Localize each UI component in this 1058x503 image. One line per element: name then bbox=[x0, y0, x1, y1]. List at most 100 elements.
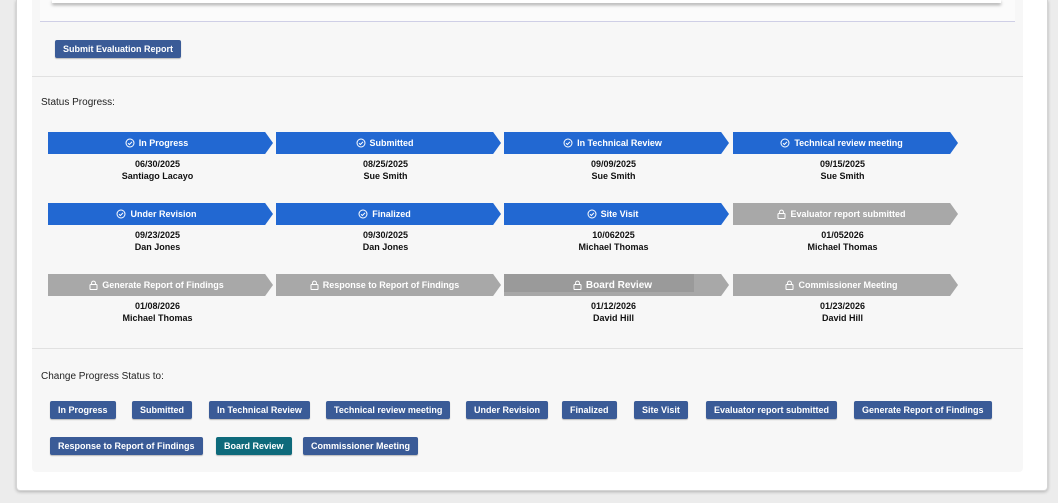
step-commissioner-meeting: Commissioner Meeting 01/23/2026 David Hi… bbox=[733, 274, 958, 324]
step-board-review: Board Review 01/12/2026 David Hill bbox=[504, 274, 729, 324]
status-button-in-technical-review[interactable]: In Technical Review bbox=[209, 401, 310, 419]
step-site-visit: Site Visit 10/062025 Michael Thomas bbox=[504, 203, 729, 253]
step-person: Michael Thomas bbox=[807, 242, 878, 252]
status-button-under-revision[interactable]: Under Revision bbox=[466, 401, 549, 419]
step-submitted: Submitted 08/25/2025 Sue Smith bbox=[276, 132, 501, 182]
step-chevron: Commissioner Meeting bbox=[733, 274, 958, 296]
step-meta: 09/15/2025 Sue Smith bbox=[733, 158, 958, 182]
step-chevron: Board Review bbox=[504, 274, 729, 296]
status-button-technical-review-meeting[interactable]: Technical review meeting bbox=[326, 401, 451, 419]
step-person: Michael Thomas bbox=[578, 242, 649, 252]
lock-icon bbox=[777, 209, 786, 219]
step-person: Dan Jones bbox=[362, 242, 409, 252]
check-circle-icon bbox=[116, 209, 126, 219]
status-button-evaluator-report-submitted[interactable]: Evaluator report submitted bbox=[706, 401, 838, 419]
status-button-board-review[interactable]: Board Review bbox=[216, 437, 292, 455]
lock-icon bbox=[310, 280, 319, 290]
step-in-technical-review: In Technical Review 09/09/2025 Sue Smith bbox=[504, 132, 729, 182]
step-date: 10/062025 bbox=[592, 230, 635, 240]
step-person: Sue Smith bbox=[363, 171, 408, 181]
step-technical-review-meeting: Technical review meeting 09/15/2025 Sue … bbox=[733, 132, 958, 182]
step-meta: 10/062025 Michael Thomas bbox=[504, 229, 729, 253]
step-date: 09/30/2025 bbox=[362, 230, 409, 240]
status-button-site-visit[interactable]: Site Visit bbox=[634, 401, 688, 419]
step-meta: 08/25/2025 Sue Smith bbox=[276, 158, 501, 182]
step-label: In Technical Review bbox=[577, 138, 662, 148]
check-circle-icon bbox=[358, 209, 368, 219]
change-progress-status-label: Change Progress Status to: bbox=[41, 371, 164, 382]
step-label: Response to Report of Findings bbox=[322, 280, 460, 290]
step-date: 09/09/2025 bbox=[590, 159, 637, 169]
section-divider bbox=[32, 76, 1023, 77]
step-label: Site Visit bbox=[600, 209, 639, 219]
check-circle-icon bbox=[356, 138, 365, 148]
step-meta: 09/09/2025 Sue Smith bbox=[504, 158, 729, 182]
step-meta: 01/052026 Michael Thomas bbox=[733, 229, 958, 253]
status-button-generate-report-of-findings[interactable]: Generate Report of Findings bbox=[854, 401, 992, 419]
lock-icon bbox=[573, 280, 582, 290]
step-label: Submitted bbox=[369, 138, 414, 148]
step-chevron: Technical review meeting bbox=[733, 132, 958, 154]
step-date: 01/08/2026 bbox=[134, 301, 181, 311]
check-circle-icon bbox=[125, 138, 135, 148]
step-chevron: Under Revision bbox=[48, 203, 273, 225]
page-panel: Submit Evaluation Report Status Progress… bbox=[16, 0, 1048, 491]
step-person: Santiago Lacayo bbox=[121, 171, 194, 181]
step-label: Evaluator report submitted bbox=[790, 209, 906, 219]
step-meta: 06/30/2025 Santiago Lacayo bbox=[48, 158, 273, 182]
step-date: 01/23/2026 bbox=[819, 301, 866, 311]
step-meta: 01/23/2026 David Hill bbox=[733, 300, 958, 324]
step-label: In Progress bbox=[138, 138, 189, 148]
step-generate-report-of-findings: Generate Report of Findings 01/08/2026 M… bbox=[48, 274, 273, 324]
status-button-finalized[interactable]: Finalized bbox=[562, 401, 617, 419]
step-chevron: Finalized bbox=[276, 203, 501, 225]
step-finalized: Finalized 09/30/2025 Dan Jones bbox=[276, 203, 501, 253]
submit-evaluation-report-button[interactable]: Submit Evaluation Report bbox=[55, 40, 182, 58]
step-chevron: In Progress bbox=[48, 132, 273, 154]
step-date: 01/12/2026 bbox=[590, 301, 637, 311]
step-date: 06/30/2025 bbox=[134, 159, 181, 169]
evaluation-panel: Submit Evaluation Report Status Progress… bbox=[32, 0, 1023, 472]
step-person: Sue Smith bbox=[591, 171, 636, 181]
section-divider bbox=[32, 348, 1023, 349]
step-chevron: Generate Report of Findings bbox=[48, 274, 273, 296]
step-label: Commissioner Meeting bbox=[798, 280, 898, 290]
lock-icon bbox=[89, 280, 98, 290]
step-date: 08/25/2025 bbox=[362, 159, 409, 169]
status-button-response-to-report-of-findings[interactable]: Response to Report of Findings bbox=[50, 437, 203, 455]
step-label: Board Review bbox=[585, 279, 653, 291]
step-meta: 09/30/2025 Dan Jones bbox=[276, 229, 501, 253]
step-meta: 01/12/2026 David Hill bbox=[504, 300, 729, 324]
step-date: 01/052026 bbox=[821, 230, 864, 240]
step-chevron: Submitted bbox=[276, 132, 501, 154]
step-meta: 01/08/2026 Michael Thomas bbox=[48, 300, 273, 324]
step-label: Finalized bbox=[372, 209, 411, 219]
step-label: Technical review meeting bbox=[794, 138, 903, 148]
step-meta: 09/23/2025 Dan Jones bbox=[48, 229, 273, 253]
step-under-revision: Under Revision 09/23/2025 Dan Jones bbox=[48, 203, 273, 253]
step-person: Dan Jones bbox=[134, 242, 181, 252]
check-circle-icon bbox=[587, 209, 597, 219]
step-chevron: In Technical Review bbox=[504, 132, 729, 154]
step-in-progress: In Progress 06/30/2025 Santiago Lacayo bbox=[48, 132, 273, 182]
step-person: Sue Smith bbox=[820, 171, 865, 181]
step-chevron: Evaluator report submitted bbox=[733, 203, 958, 225]
step-person: Michael Thomas bbox=[122, 313, 193, 323]
check-circle-icon bbox=[563, 138, 573, 148]
step-chevron: Site Visit bbox=[504, 203, 729, 225]
status-progress-label: Status Progress: bbox=[41, 97, 115, 108]
step-label-highlight bbox=[504, 274, 694, 292]
status-button-in-progress[interactable]: In Progress bbox=[50, 401, 116, 419]
status-button-commissioner-meeting[interactable]: Commissioner Meeting bbox=[303, 437, 419, 455]
step-label: Generate Report of Findings bbox=[102, 280, 224, 290]
form-card-edge bbox=[52, 0, 1001, 3]
step-chevron: Response to Report of Findings bbox=[276, 274, 501, 296]
lock-icon bbox=[785, 280, 794, 290]
step-person: David Hill bbox=[821, 313, 863, 323]
step-date: 09/15/2025 bbox=[819, 159, 866, 169]
status-button-submitted[interactable]: Submitted bbox=[132, 401, 192, 419]
step-label: Under Revision bbox=[130, 209, 197, 219]
step-person: David Hill bbox=[592, 313, 634, 323]
check-circle-icon bbox=[780, 138, 790, 148]
step-evaluator-report-submitted: Evaluator report submitted 01/052026 Mic… bbox=[733, 203, 958, 253]
